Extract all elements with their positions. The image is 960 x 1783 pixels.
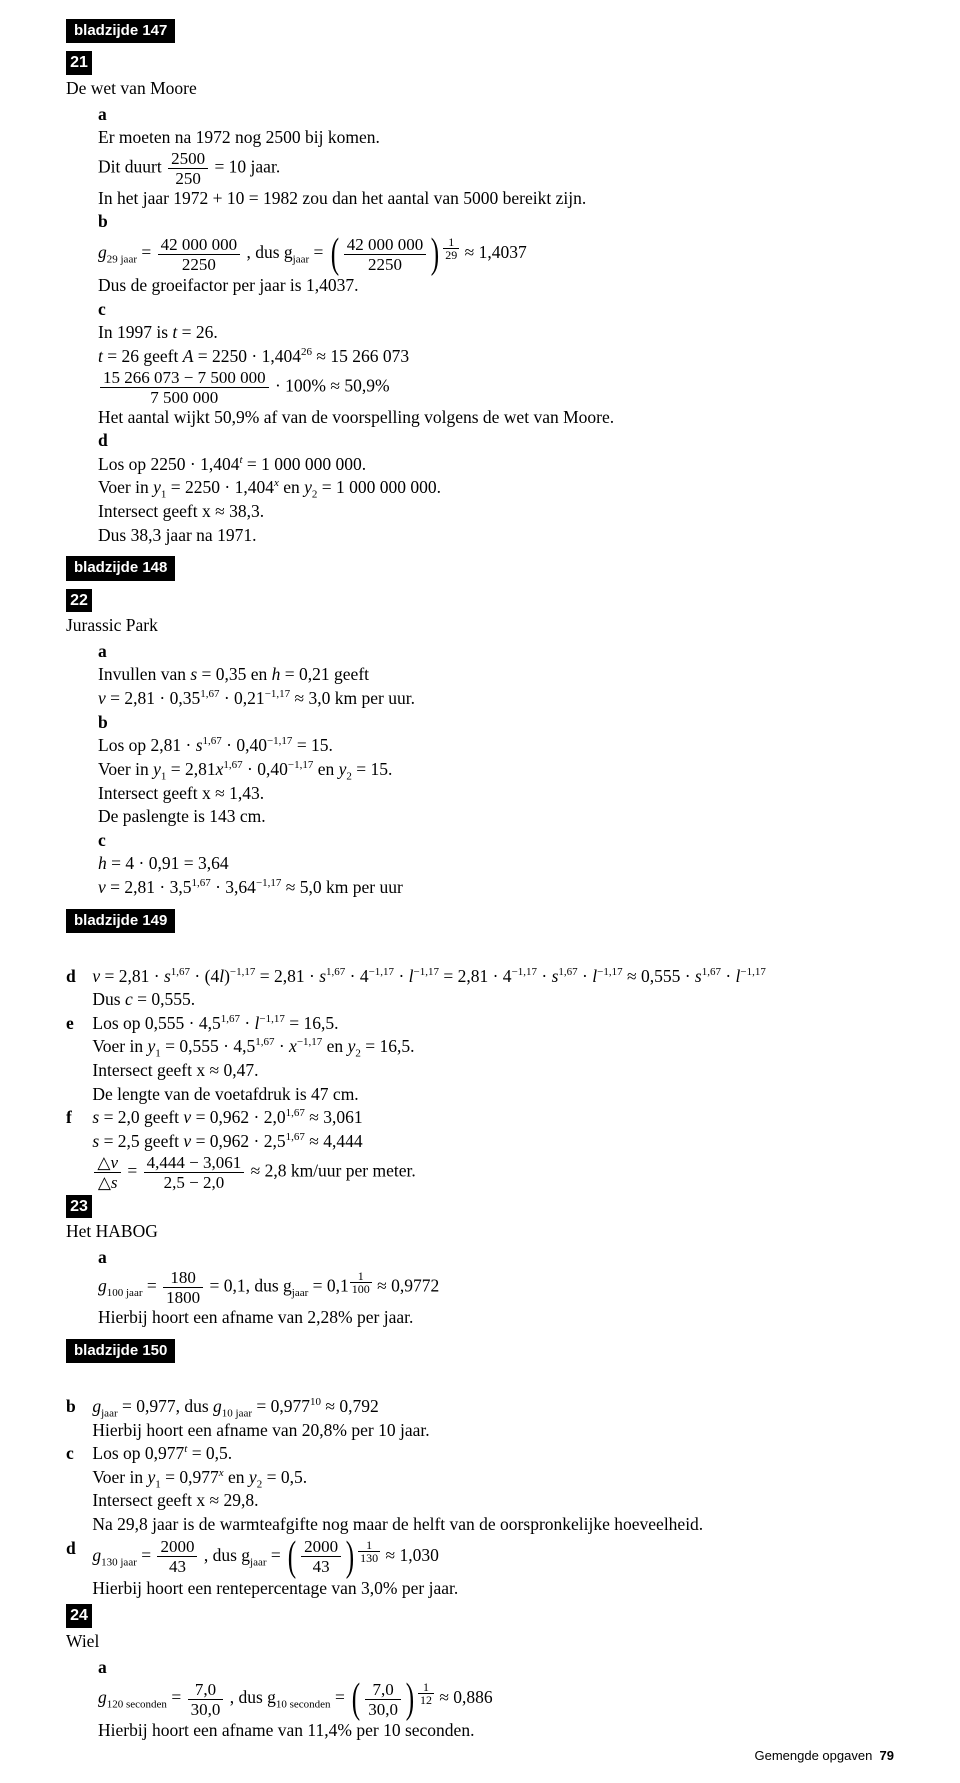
parenthesis: (42 000 0002250) [328,234,443,274]
text: Dus 38,3 jaar na 1971. [98,525,256,545]
text: t = 26 geeft A = 2250 · 1,40426 ≈ 15 266… [98,346,409,366]
text: , dus g [246,242,292,262]
text: Hierbij hoort een afname van 20,8% per 1… [92,1420,429,1440]
text: Intersect geeft x ≈ 0,47. [92,1060,258,1080]
question-number: 23 [66,1195,92,1219]
fraction: △v△s [94,1154,121,1191]
text: Hierbij hoort een afname van 2,28% per j… [98,1307,413,1327]
text: Los op 0,977t = 0,5. [92,1443,232,1463]
text: Voer in y1 = 2,81x1,67 · 0,40−1,17 en y2… [98,759,392,779]
sub-letter: f [66,1106,88,1130]
page-tag-148: bladzijde 148 [66,556,175,580]
question-title: Jurassic Park [66,614,866,638]
text: gjaar = 0,977, dus g10 jaar = 0,97710 ≈ … [92,1396,378,1416]
text: Het aantal wijkt 50,9% af van de voorspe… [98,407,614,427]
text: ≈ 1,030 [386,1545,439,1565]
text: Dus de groeifactor per jaar is 1,4037. [98,275,358,295]
sub-letter: a [98,1656,120,1680]
question-number: 22 [66,589,92,613]
question-number: 21 [66,51,92,75]
text: De paslengte is 143 cm. [98,806,266,826]
sub-letter: a [98,103,120,127]
page-footer: Gemengde opgaven 79 [754,1747,894,1765]
question-21: 21 De wet van Moore a Er moeten na 1972 … [66,51,894,547]
text: Na 29,8 jaar is de warmteafgifte nog maa… [92,1514,703,1534]
text: Hierbij hoort een afname van 11,4% per 1… [98,1720,474,1740]
sub-letter: d [66,1537,88,1561]
text: h = 4 · 0,91 = 3,64 [98,853,229,873]
page-tag-147: bladzijde 147 [66,19,175,43]
text: s = 2,0 geeft v = 0,962 · 2,01,67 ≈ 3,06… [92,1107,362,1127]
sub-letter: e [66,1012,88,1036]
question-title: Het HABOG [66,1220,866,1244]
page-tag-149: bladzijde 149 [66,909,175,933]
page-number: 79 [880,1748,894,1763]
sub-letter: a [98,1246,120,1270]
fraction: 4,444 − 3,0612,5 − 2,0 [144,1154,245,1191]
sub-letter: b [98,711,120,735]
question-title: De wet van Moore [66,77,866,101]
text: ≈ 1,4037 [465,242,527,262]
question-22: 22 Jurassic Park a Invullen van s = 0,35… [66,589,894,900]
text: Hierbij hoort een rentepercentage van 3,… [92,1578,458,1598]
question-23-cont: b gjaar = 0,977, dus g10 jaar = 0,97710 … [66,1371,894,1600]
text: Voer in y1 = 0,977x en y2 = 0,5. [92,1467,307,1487]
page-tag-150: bladzijde 150 [66,1339,175,1363]
text: Los op 2250 · 1,404t = 1 000 000 000. [98,454,366,474]
text: Los op 2,81 · s1,67 · 0,40−1,17 = 15. [98,735,333,755]
footer-label: Gemengde opgaven [754,1748,872,1763]
sub-letter: c [98,298,120,322]
text: De lengte van de voetafdruk is 47 cm. [92,1084,358,1104]
text: v = 2,81 · 3,51,67 · 3,64−1,17 ≈ 5,0 km … [98,877,403,897]
text: · 100% ≈ 50,9% [275,375,390,395]
sub-letter: b [66,1395,88,1419]
fraction: 42 000 0002250 [158,236,241,273]
fraction: 1801800 [163,1269,203,1306]
text: Intersect geeft x ≈ 38,3. [98,501,264,521]
question-number: 24 [66,1604,92,1628]
text: In het jaar 1972 + 10 = 1982 zou dan het… [98,188,586,208]
sub-letter: d [98,429,120,453]
sub-letter: b [98,210,120,234]
text: In 1997 is t = 26. [98,322,218,342]
fraction: 7,030,0 [188,1681,224,1718]
question-22-cont: d v = 2,81 · s1,67 · (4l)−1,17 = 2,81 · … [66,941,894,1191]
text: Los op 0,555 · 4,51,67 · l−1,17 = 16,5. [92,1013,338,1033]
text: Intersect geeft x ≈ 1,43. [98,783,264,803]
sub-letter: a [98,640,120,664]
text: Voer in y1 = 2250 · 1,404x en y2 = 1 000… [98,477,441,497]
question-24: 24 Wiel a g120 seconden = 7,030,0 , dus … [66,1604,894,1743]
text: v = 2,81 · s1,67 · (4l)−1,17 = 2,81 · s1… [92,966,766,986]
text: Invullen van s = 0,35 en h = 0,21 geeft [98,664,369,684]
text: ≈ 2,8 km/uur per meter. [251,1160,416,1180]
fraction: 2500250 [168,150,208,187]
text: = 10 jaar. [214,156,280,176]
sub-letter: c [66,1442,88,1466]
page: bladzijde 147 21 De wet van Moore a Er m… [0,0,960,1783]
text: Dit duurt [98,156,166,176]
sub-letter: d [66,965,88,989]
text: ≈ 0,886 [439,1687,492,1707]
text: Voer in y1 = 0,555 · 4,51,67 · x−1,17 en… [92,1036,414,1056]
sub-letter: c [98,829,120,853]
text: s = 2,5 geeft v = 0,962 · 2,51,67 ≈ 4,44… [92,1131,362,1151]
text: g [98,242,107,262]
question-23: 23 Het HABOG a g100 jaar = 1801800 = 0,1… [66,1195,894,1331]
text: Intersect geeft x ≈ 29,8. [92,1490,258,1510]
fraction: 15 266 073 − 7 500 0007 500 000 [100,369,269,406]
text: v = 2,81 · 0,351,67 · 0,21−1,17 ≈ 3,0 km… [98,688,415,708]
question-title: Wiel [66,1630,866,1654]
text: Dus c = 0,555. [92,989,195,1009]
text: Er moeten na 1972 nog 2500 bij komen. [98,127,380,147]
fraction: 200043 [157,1538,197,1575]
text: ≈ 0,9772 [377,1276,439,1296]
